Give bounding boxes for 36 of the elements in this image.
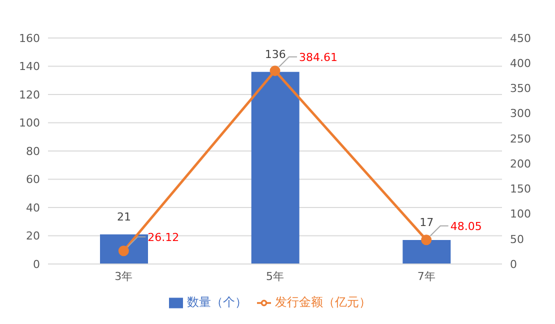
y2-tick-label: 150 bbox=[510, 182, 531, 196]
y-tick-label: 0 bbox=[33, 258, 40, 271]
y-tick-label: 100 bbox=[19, 116, 40, 130]
bar bbox=[100, 234, 148, 264]
y-tick-label: 60 bbox=[26, 173, 40, 186]
y2-tick-label: 450 bbox=[510, 32, 531, 45]
x-tick-label: 3年 bbox=[114, 270, 133, 283]
y-tick-label: 80 bbox=[26, 144, 40, 158]
x-tick-label: 7年 bbox=[417, 270, 436, 283]
bar bbox=[402, 240, 451, 264]
legend-label: 发行金额（亿元） bbox=[275, 295, 371, 309]
point bbox=[118, 246, 129, 256]
y2-tick-label: 350 bbox=[510, 82, 531, 96]
legend-label: 数量（个） bbox=[187, 295, 247, 309]
y2-tick-label: 50 bbox=[510, 232, 524, 246]
data-label: 384.61 bbox=[299, 50, 338, 64]
point bbox=[421, 234, 432, 246]
y2-tick-label: 300 bbox=[510, 107, 531, 120]
y2-tick-label: 100 bbox=[510, 208, 531, 221]
y-tick-label: 20 bbox=[26, 230, 40, 243]
x-tick-label: 5年 bbox=[266, 270, 284, 283]
y-tick-label: 160 bbox=[19, 32, 40, 45]
data-label: 48.05 bbox=[450, 220, 482, 233]
bar bbox=[251, 72, 300, 264]
y2-tick-label: 250 bbox=[510, 132, 531, 146]
y2-tick-label: 0 bbox=[510, 258, 517, 271]
data-label: 26.12 bbox=[148, 230, 180, 244]
y2-tick-label: 200 bbox=[510, 157, 531, 170]
y-tick-label: 120 bbox=[19, 88, 40, 102]
y2-tick-label: 400 bbox=[510, 57, 531, 70]
data-label: 136 bbox=[264, 48, 286, 61]
data-label: 21 bbox=[117, 210, 131, 224]
data-label: 17 bbox=[420, 216, 434, 229]
y-tick-label: 140 bbox=[19, 60, 40, 74]
y-tick-label: 40 bbox=[26, 201, 40, 214]
point bbox=[270, 66, 280, 76]
